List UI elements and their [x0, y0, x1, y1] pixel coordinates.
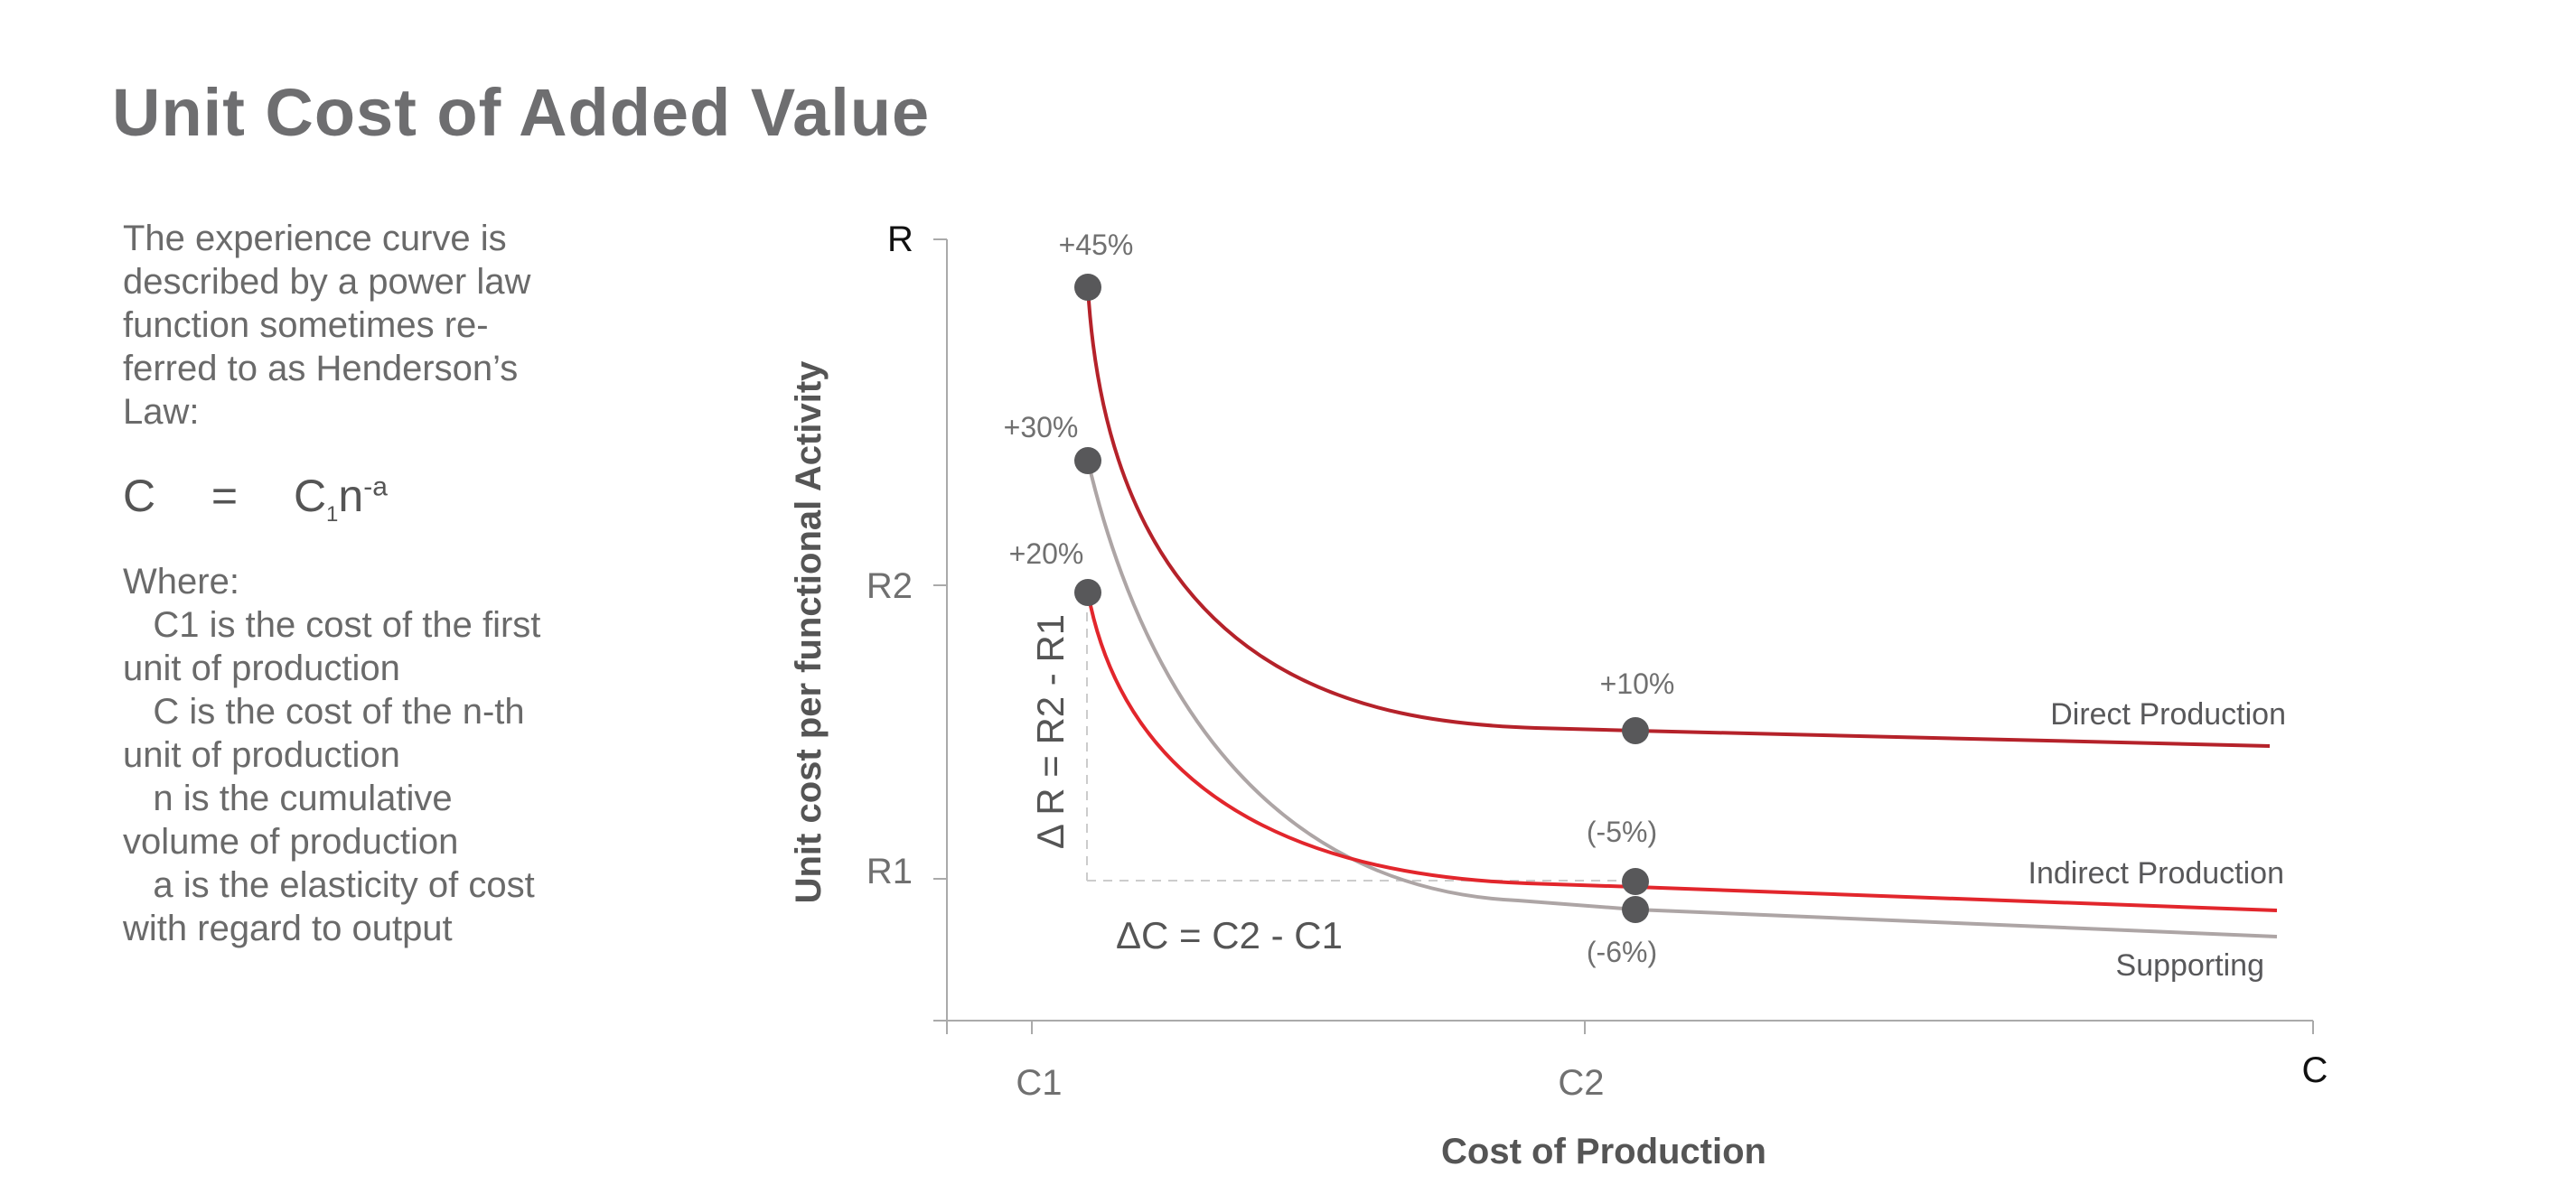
data-label-direct-c2: +10%: [1600, 667, 1675, 700]
where-heading: Where:: [123, 562, 239, 602]
formula-rhs-exponent: -a: [363, 471, 388, 502]
x-tick-label-c2: C2: [1558, 1063, 1604, 1103]
description-line: Law:: [123, 392, 200, 432]
formula-rhs-base: C: [293, 471, 327, 521]
formula-rhs-subscript: 1: [326, 502, 339, 527]
page-title: Unit Cost of Added Value: [112, 75, 931, 150]
x-axis-title: Cost of Production: [1441, 1132, 1766, 1171]
x-axis-end-label: C: [2302, 1050, 2328, 1090]
data-label-indirect-c1: +20%: [1009, 537, 1084, 570]
formula-equals: =: [211, 471, 239, 521]
description-line: The experience curve is: [123, 219, 507, 258]
series-name-indirect-production: Indirect Production: [2028, 856, 2285, 891]
where-line: unit of production: [123, 648, 400, 688]
data-label-indirect-c2: (-5%): [1587, 816, 1657, 848]
where-line: C1 is the cost of the first: [123, 605, 541, 645]
data-point-direct-c1: [1074, 274, 1101, 301]
hendersons-law-formula: C = C1n-a: [123, 470, 388, 527]
where-definitions: Where: C1 is the cost of the first unit …: [123, 560, 629, 950]
delta-r-annotation: Δ R = R2 - R1: [1029, 614, 1072, 849]
where-line: with regard to output: [123, 909, 453, 948]
series-name-supporting: Supporting: [2116, 948, 2264, 983]
data-point-indirect-c1: [1074, 579, 1101, 606]
where-line: volume of production: [123, 822, 459, 862]
axes: [933, 238, 2314, 1034]
data-label-supporting-c1: +30%: [1004, 411, 1079, 443]
series-line-indirect-production: [1086, 592, 2278, 912]
delta-c-annotation: ΔC = C2 - C1: [1116, 914, 1343, 956]
delta-guides: [1086, 596, 1635, 882]
data-point-supporting-c1: [1074, 447, 1101, 474]
data-point-supporting-c2: [1622, 896, 1649, 923]
formula-lhs: C: [123, 471, 156, 521]
description-line: described by a power law: [123, 262, 531, 302]
data-label-direct-c1: +45%: [1059, 229, 1134, 261]
x-tick-label-c1: C1: [1016, 1063, 1062, 1103]
formula-rhs-variable: n: [338, 471, 364, 521]
data-label-supporting-c2: (-6%): [1587, 936, 1657, 968]
description-text: The experience curve is described by a p…: [123, 217, 629, 434]
series-line-direct-production: [1086, 286, 2271, 748]
where-line: unit of production: [123, 735, 400, 775]
y-axis-title: Unit cost per functional Activity: [789, 360, 829, 904]
y-tick-label-r1: R1: [866, 852, 913, 891]
data-point-indirect-c2: [1622, 868, 1649, 895]
data-point-direct-c2: [1622, 717, 1649, 744]
where-line: n is the cumulative: [123, 779, 453, 818]
where-line: C is the cost of the n-th: [123, 692, 525, 732]
series-name-direct-production: Direct Production: [2050, 697, 2286, 732]
description-line: ferred to as Henderson’s: [123, 349, 519, 388]
series-line-supporting: [1086, 460, 2278, 938]
description-line: function sometimes re-: [123, 305, 489, 345]
y-axis-end-label: R: [887, 219, 913, 259]
where-line: a is the elasticity of cost: [123, 865, 535, 905]
y-tick-label-r2: R2: [866, 566, 913, 606]
